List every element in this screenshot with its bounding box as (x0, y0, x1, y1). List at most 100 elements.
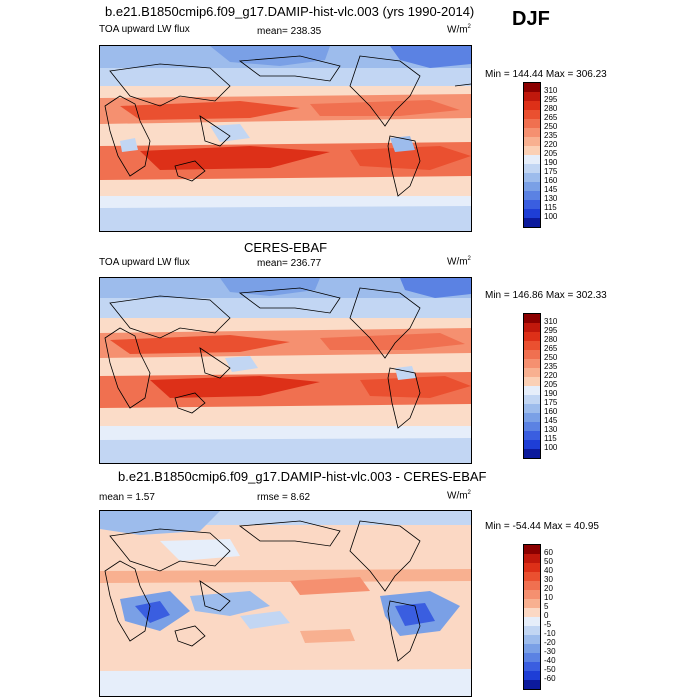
season-label: DJF (512, 8, 550, 30)
colorbar-tick-label: 60 (544, 548, 553, 557)
colorbar-tick-label: 310 (544, 86, 558, 95)
colorbar-tick-label: 115 (544, 203, 557, 212)
colorbar-swatch (524, 626, 540, 635)
panel-2-units: W/m2 (447, 256, 471, 268)
colorbar-tick-label: -30 (544, 647, 556, 656)
colorbar-tick-label: 130 (544, 425, 558, 434)
panel-1-minmax: Min = 144.44 Max = 306.23 (485, 69, 607, 80)
colorbar-tick-label: -10 (544, 629, 556, 638)
colorbar-tick-label: 100 (544, 212, 558, 221)
colorbar-tick-label: 265 (544, 344, 558, 353)
colorbar-tick-label: 160 (544, 176, 558, 185)
colorbar-tick-label: 220 (544, 371, 558, 380)
colorbar-swatch (524, 377, 540, 386)
colorbar-tick-label: 295 (544, 326, 558, 335)
colorbar-tick-label: 160 (544, 407, 558, 416)
colorbar-swatch (524, 314, 540, 323)
colorbar-tick-label: -50 (544, 665, 556, 674)
colorbar-swatch (524, 164, 540, 173)
colorbar-tick-label: -40 (544, 656, 556, 665)
colorbar-swatch (524, 83, 540, 92)
colorbar-tick-label: 235 (544, 131, 558, 140)
colorbar-swatch (524, 599, 540, 608)
colorbar-tick-label: 175 (544, 398, 558, 407)
colorbar-swatch (524, 545, 540, 554)
colorbar-swatch (524, 608, 540, 617)
colorbar-swatch (524, 218, 540, 227)
colorbar-swatch (524, 572, 540, 581)
colorbar-swatch (524, 440, 540, 449)
colorbar-swatch (524, 368, 540, 377)
panel-2-mean-label: mean= 236.77 (257, 258, 322, 269)
colorbar-swatch (524, 413, 540, 422)
colorbar-tick-label: -60 (544, 674, 556, 683)
panel-1-colorbar (523, 82, 541, 228)
colorbar-swatch (524, 101, 540, 110)
colorbar-tick-label: 10 (544, 593, 553, 602)
panel-2-map (99, 277, 472, 464)
colorbar-tick-label: 40 (544, 566, 553, 575)
colorbar-swatch (524, 110, 540, 119)
colorbar-tick-label: 145 (544, 185, 558, 194)
colorbar-swatch (524, 671, 540, 680)
colorbar-tick-label: 250 (544, 122, 558, 131)
colorbar-swatch (524, 359, 540, 368)
panel-3-units: W/m2 (447, 490, 471, 502)
colorbar-swatch (524, 128, 540, 137)
colorbar-tick-label: 265 (544, 113, 558, 122)
colorbar-swatch (524, 554, 540, 563)
colorbar-swatch (524, 653, 540, 662)
colorbar-swatch (524, 137, 540, 146)
colorbar-tick-label: -5 (544, 620, 552, 629)
colorbar-swatch (524, 350, 540, 359)
colorbar-swatch (524, 146, 540, 155)
colorbar-swatch (524, 590, 540, 599)
colorbar-tick-label: 220 (544, 140, 558, 149)
colorbar-swatch (524, 209, 540, 218)
panel-3-minmax: Min = -54.44 Max = 40.95 (485, 521, 599, 532)
colorbar-tick-label: 190 (544, 158, 558, 167)
colorbar-swatch (524, 662, 540, 671)
panel-1-title: b.e21.B1850cmip6.f09_g17.DAMIP-hist-vlc.… (105, 4, 475, 19)
panel-1-mean-label: mean= 238.35 (257, 26, 322, 37)
colorbar-swatch (524, 422, 540, 431)
panel-2-title: CERES-EBAF (244, 240, 328, 255)
colorbar-swatch (524, 191, 540, 200)
colorbar-swatch (524, 617, 540, 626)
colorbar-swatch (524, 395, 540, 404)
colorbar-tick-label: 310 (544, 317, 558, 326)
colorbar-tick-label: 20 (544, 584, 553, 593)
panel-1-units: W/m2 (447, 24, 471, 36)
colorbar-swatch (524, 563, 540, 572)
colorbar-tick-label: 280 (544, 104, 558, 113)
colorbar-swatch (524, 119, 540, 128)
colorbar-tick-label: 235 (544, 362, 558, 371)
colorbar-tick-label: 250 (544, 353, 558, 362)
colorbar-tick-label: 0 (544, 611, 549, 620)
colorbar-tick-label: 280 (544, 335, 558, 344)
colorbar-swatch (524, 182, 540, 191)
panel-2-variable-label: TOA upward LW flux (99, 257, 190, 268)
colorbar-tick-label: 115 (544, 434, 557, 443)
colorbar-tick-label: 50 (544, 557, 553, 566)
colorbar-swatch (524, 155, 540, 164)
colorbar-tick-label: 295 (544, 95, 558, 104)
panel-2-colorbar (523, 313, 541, 459)
panel-2-minmax: Min = 146.86 Max = 302.33 (485, 290, 607, 301)
panel-3-title: b.e21.B1850cmip6.f09_g17.DAMIP-hist-vlc.… (118, 469, 487, 484)
colorbar-swatch (524, 404, 540, 413)
colorbar-swatch (524, 644, 540, 653)
colorbar-tick-label: 205 (544, 149, 558, 158)
colorbar-swatch (524, 332, 540, 341)
colorbar-swatch (524, 386, 540, 395)
colorbar-tick-label: 100 (544, 443, 558, 452)
colorbar-swatch (524, 173, 540, 182)
colorbar-swatch (524, 200, 540, 209)
colorbar-tick-label: 205 (544, 380, 558, 389)
colorbar-swatch (524, 323, 540, 332)
colorbar-swatch (524, 581, 540, 590)
colorbar-tick-label: -20 (544, 638, 556, 647)
colorbar-tick-label: 175 (544, 167, 558, 176)
colorbar-tick-label: 145 (544, 416, 558, 425)
colorbar-swatch (524, 635, 540, 644)
